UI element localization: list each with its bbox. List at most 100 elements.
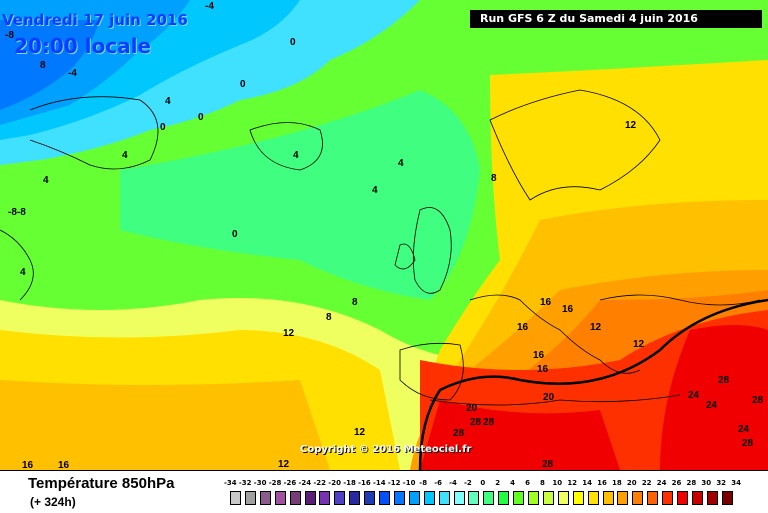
- valid-date: Vendredi 17 juin 2016: [2, 11, 188, 29]
- svg-text:4: 4: [165, 96, 171, 107]
- legend-tick: 34: [731, 479, 741, 487]
- svg-text:-4: -4: [68, 68, 77, 79]
- footer-bar: Température 850hPa (+ 324h) -34 -32 -30 -28…: [0, 470, 768, 513]
- svg-text:8: 8: [40, 60, 46, 71]
- legend-swatch: [364, 491, 376, 505]
- legend-tick: -32: [238, 479, 252, 487]
- legend-tick: -22: [313, 479, 327, 487]
- legend-swatch: [632, 491, 644, 505]
- legend-tick: -34: [224, 479, 237, 487]
- legend-swatch: [483, 491, 495, 505]
- legend-swatch: [319, 491, 331, 505]
- legend-tick: 12: [567, 479, 578, 487]
- legend-swatch: [453, 491, 465, 505]
- legend-swatch: [691, 491, 703, 505]
- svg-text:24: 24: [738, 424, 750, 435]
- svg-text:24: 24: [706, 400, 718, 411]
- temperature-map: -8 8 -4 -4 0 0 4 0 0 4 4 0 4 4 4 -8-8 4 …: [0, 0, 768, 470]
- svg-text:4: 4: [20, 267, 26, 278]
- svg-text:20: 20: [466, 403, 478, 414]
- legend-swatch: [274, 491, 286, 505]
- svg-text:0: 0: [290, 37, 296, 48]
- svg-text:16: 16: [22, 460, 34, 470]
- copyright: Copyright © 2016 Meteociel.fr: [300, 444, 472, 455]
- legend-tick: -30: [253, 479, 267, 487]
- legend-tick: 14: [582, 479, 592, 487]
- isotherm-labels: -8 8 -4 -4 0 0 4 0 0 4 4 0 4 4 4 -8-8 4 …: [5, 1, 764, 470]
- field-cool-tongue: [120, 90, 480, 300]
- legend-swatch: [498, 491, 510, 505]
- svg-text:8: 8: [352, 297, 358, 308]
- legend-swatch: [304, 491, 316, 505]
- svg-text:16: 16: [58, 460, 70, 470]
- legend-tick: -6: [434, 479, 442, 487]
- svg-text:0: 0: [240, 79, 246, 90]
- svg-text:28: 28: [483, 417, 495, 428]
- legend-swatch: [393, 491, 405, 505]
- svg-text:-8-8: -8-8: [8, 207, 26, 218]
- svg-text:20: 20: [543, 392, 555, 403]
- svg-text:16: 16: [537, 364, 549, 375]
- legend-tick: 18: [612, 479, 622, 487]
- legend-tick: -28: [268, 479, 282, 487]
- legend-swatch: [468, 491, 480, 505]
- legend-tick: -8: [419, 479, 428, 487]
- svg-text:12: 12: [590, 322, 602, 333]
- svg-text:4: 4: [122, 150, 128, 161]
- legend-swatch: [408, 491, 420, 505]
- svg-text:-8: -8: [5, 30, 14, 41]
- svg-text:16: 16: [562, 304, 574, 315]
- legend-swatch: [528, 491, 539, 505]
- legend-tick: 4: [510, 479, 516, 487]
- svg-text:12: 12: [625, 120, 637, 131]
- legend-tick: -2: [464, 479, 472, 487]
- legend-tick: -10: [402, 479, 416, 487]
- legend-swatch: [587, 491, 599, 505]
- svg-text:12: 12: [633, 339, 645, 350]
- coastlines: [0, 89, 761, 406]
- legend-tick: 0: [480, 479, 486, 487]
- svg-text:0: 0: [160, 122, 166, 133]
- legend-swatch: [677, 491, 688, 505]
- field-warm-atlantic-3: [0, 380, 330, 470]
- legend-swatch: [289, 491, 301, 505]
- svg-text:28: 28: [718, 375, 730, 386]
- parameter-title: Température 850hPa: [28, 475, 175, 492]
- legend-swatch: [423, 491, 435, 505]
- svg-text:12: 12: [354, 427, 366, 438]
- svg-text:16: 16: [517, 322, 529, 333]
- svg-text:28: 28: [752, 395, 764, 406]
- svg-text:16: 16: [533, 350, 545, 361]
- svg-text:28: 28: [453, 428, 465, 439]
- svg-text:4: 4: [43, 175, 49, 186]
- legend-tick: -24: [298, 479, 312, 487]
- field-cold-deepblue: [0, 20, 100, 110]
- svg-text:4: 4: [293, 150, 299, 161]
- legend-swatch: [542, 491, 554, 505]
- legend-tick: 2: [495, 479, 501, 487]
- legend-tick: 8: [539, 479, 545, 487]
- legend-tick: 30: [701, 479, 712, 487]
- legend-swatch: [379, 491, 390, 505]
- legend-tick: -18: [343, 479, 356, 487]
- temperature-field: -8 8 -4 -4 0 0 4 0 0 4 4 0 4 4 4 -8-8 4 …: [0, 0, 768, 470]
- legend-swatch: [230, 491, 241, 505]
- legend-swatch: [706, 491, 718, 505]
- svg-text:4: 4: [398, 158, 404, 169]
- field-hot-east: [660, 325, 768, 470]
- svg-text:28: 28: [470, 417, 482, 428]
- legend-tick: -26: [283, 479, 297, 487]
- legend-swatch: [438, 491, 450, 505]
- legend-tick: 16: [597, 479, 607, 487]
- lead-time: (+ 324h): [30, 495, 76, 509]
- legend-swatch: [647, 491, 659, 505]
- legend-swatch: [513, 491, 525, 505]
- legend-swatch: [334, 491, 346, 505]
- legend-tick: 26: [671, 479, 682, 487]
- svg-text:12: 12: [278, 459, 290, 470]
- legend-tick: -16: [358, 479, 371, 487]
- legend-swatch: [244, 491, 256, 505]
- legend-swatch: [349, 491, 361, 505]
- legend-swatch: [721, 491, 733, 505]
